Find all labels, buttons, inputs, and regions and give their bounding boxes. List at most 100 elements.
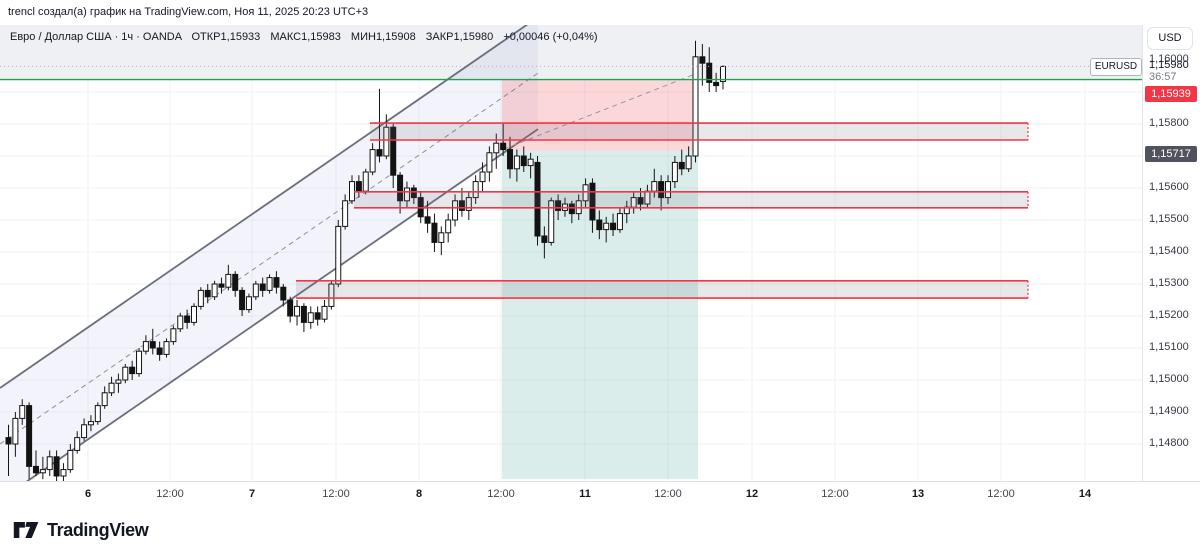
time-tick-day: 14 — [1078, 488, 1092, 500]
candle-up — [665, 181, 672, 199]
candle-down — [376, 149, 383, 157]
currency-unit-button[interactable]: USD — [1147, 27, 1193, 50]
footer: TradingView — [0, 509, 1200, 551]
candle-down — [397, 174, 404, 202]
price-tick: 1,15100 — [1149, 341, 1189, 353]
high-label: МАКС — [270, 31, 302, 43]
sd-zone-1 — [370, 123, 1028, 140]
time-tick-day: 11 — [579, 488, 591, 500]
candle-up — [67, 449, 74, 471]
candle-up — [307, 312, 314, 323]
candle-up — [383, 126, 390, 157]
candle-down — [239, 289, 246, 311]
candle-up — [692, 56, 699, 157]
time-axis[interactable]: 6 12:00 7 12:00 8 12:00 11 12:00 12 12:00 13 12:00 1… — [0, 481, 1200, 510]
open-value: 1,15933 — [220, 31, 261, 43]
candle-up — [362, 171, 369, 192]
candle-down — [280, 286, 287, 301]
time-tick-day: 7 — [248, 488, 256, 500]
price-tick: 1,15500 — [1149, 213, 1189, 225]
low-label: МИН — [350, 31, 376, 43]
candle-up — [245, 296, 252, 311]
tradingview-brand[interactable]: TradingView — [13, 519, 149, 541]
price-tick: 1,14900 — [1149, 405, 1189, 417]
candle-up — [445, 219, 452, 234]
candle-up — [486, 152, 493, 173]
candle-up — [321, 305, 328, 320]
candle-up — [513, 155, 520, 170]
candle-down — [713, 81, 720, 87]
candle-down — [541, 235, 548, 243]
candle-up — [294, 305, 301, 317]
time-tick-day: 12 — [745, 488, 759, 500]
candle-up — [211, 283, 218, 298]
candle-down — [149, 341, 156, 349]
candle-up — [94, 405, 101, 423]
candle-down — [390, 126, 397, 176]
candle-up — [479, 171, 486, 183]
time-tick-day: 6 — [84, 488, 92, 500]
candle-up — [349, 181, 355, 202]
time-tick-hour: 12:00 — [487, 488, 515, 500]
candle-down — [410, 187, 417, 199]
candle-up — [328, 283, 335, 307]
candle-down — [204, 289, 211, 298]
sd-zone-3 — [296, 280, 1028, 299]
time-tick-hour: 12:00 — [654, 488, 682, 500]
candle-down — [129, 366, 136, 375]
candle-up — [335, 225, 342, 285]
candle-down — [678, 161, 685, 170]
candle-up — [87, 421, 94, 426]
close-value: 1,15980 — [453, 31, 494, 43]
candle-up — [685, 155, 692, 170]
candle-down — [706, 62, 713, 83]
tradingview-logo-icon — [13, 522, 39, 538]
candle-down — [355, 181, 362, 192]
time-tick-hour: 12:00 — [821, 488, 849, 500]
time-tick-hour: 12:00 — [156, 488, 184, 500]
symbol-legend[interactable]: Евро / Доллар США · 1ч · OANDA ОТКР1,159… — [10, 31, 598, 43]
symbol-title[interactable]: Евро / Доллар США · 1ч · OANDA — [10, 31, 182, 43]
candle-down — [53, 456, 60, 477]
time-tick-day: 8 — [415, 488, 423, 500]
change-value: +0,00046 (+0,04%) — [503, 31, 598, 43]
candle-down — [658, 181, 665, 199]
candle-up — [81, 424, 88, 439]
candle-up — [170, 328, 177, 343]
candle-up — [403, 187, 410, 202]
candle-down — [699, 56, 706, 64]
candle-up — [252, 283, 259, 298]
candle-down — [637, 197, 644, 205]
time-tick-hour: 12:00 — [987, 488, 1015, 500]
candle-up — [527, 158, 534, 167]
level-price-badge: 1,15717 — [1145, 146, 1197, 162]
candle-down — [458, 200, 465, 211]
candle-up — [651, 181, 658, 192]
red-risk-box — [502, 79, 697, 151]
candle-up — [46, 456, 53, 471]
candle-up — [616, 213, 623, 231]
candle-up — [582, 184, 589, 202]
close-label: ЗАКР — [425, 31, 454, 43]
symbol-price-line-pill: EURUSD — [1090, 58, 1142, 76]
candle-up — [19, 405, 26, 419]
candle-up — [225, 273, 232, 288]
candle-down — [314, 312, 321, 320]
candle-up — [12, 417, 19, 445]
candle-up — [177, 315, 184, 330]
candle-down — [300, 305, 307, 323]
price-tick: 1,15600 — [1149, 181, 1189, 193]
candle-up — [163, 341, 170, 355]
high-value: 1,15983 — [301, 31, 341, 43]
plot-area — [0, 25, 1142, 481]
price-axis[interactable]: 1,160001,158001,157001,156001,155001,154… — [1142, 25, 1200, 508]
time-tick-hour: 12:00 — [322, 488, 350, 500]
candle-up — [60, 469, 67, 477]
candle-up — [472, 181, 479, 199]
share-header: trencl создал(а) график на TradingView.c… — [0, 0, 1200, 25]
low-value: 1,15908 — [375, 31, 416, 43]
candle-up — [465, 197, 472, 211]
candle-down — [589, 182, 596, 221]
candle-up — [74, 437, 81, 451]
